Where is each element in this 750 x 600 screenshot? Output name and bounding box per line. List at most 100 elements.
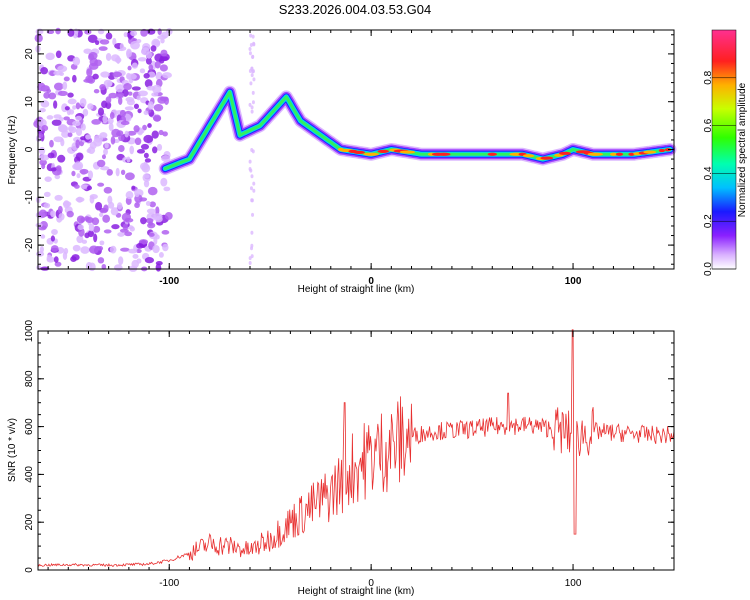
noise-blob — [106, 169, 113, 176]
snr-xtick-label: 0 — [368, 578, 374, 589]
noise-blob — [99, 39, 110, 45]
noise-blob — [41, 125, 49, 132]
noise-blob — [57, 65, 68, 73]
noise-blob — [35, 28, 44, 35]
noise-blob — [80, 246, 90, 254]
noise-blob — [78, 227, 85, 237]
noise-blob — [115, 84, 125, 93]
noise-blob — [250, 66, 254, 71]
noise-blob — [143, 110, 149, 116]
noise-blob — [75, 115, 82, 121]
noise-blob — [111, 224, 120, 230]
noise-blob — [83, 48, 92, 54]
noise-blob — [248, 256, 252, 261]
noise-blob — [249, 168, 253, 173]
noise-blob — [248, 261, 252, 266]
noise-blob — [130, 30, 138, 37]
noise-blob — [150, 45, 157, 52]
noise-blob — [123, 83, 132, 91]
colorbar: 0.0 0.2 0.4 0.6 0.8 Normalized spectral ampl… — [703, 29, 748, 276]
noise-blob — [110, 207, 119, 216]
noise-blob — [251, 100, 255, 105]
noise-blob — [120, 247, 130, 252]
noise-blob — [118, 144, 125, 153]
colorbar-tick-label: 0.2 — [703, 214, 714, 228]
noise-blob — [139, 68, 146, 74]
noise-blob — [82, 108, 89, 117]
noise-blob — [248, 47, 252, 52]
noise-blob — [91, 119, 102, 125]
noise-blob — [146, 85, 156, 91]
noise-blob — [144, 79, 153, 88]
noise-blob — [124, 231, 133, 237]
noise-blob — [71, 170, 76, 177]
noise-blob — [147, 101, 154, 110]
noise-blob — [75, 139, 80, 149]
noise-blob — [80, 184, 89, 189]
noise-blob — [68, 109, 75, 115]
colorbar-tick-label: 0.0 — [703, 262, 714, 276]
noise-blob — [89, 141, 97, 150]
noise-blob — [46, 88, 52, 94]
noise-blob — [75, 196, 85, 203]
noise-blob — [162, 72, 172, 79]
noise-blob — [131, 86, 141, 91]
noise-blob — [87, 230, 95, 238]
noise-blob — [72, 74, 77, 83]
noise-blob — [250, 73, 254, 78]
noise-blob — [250, 198, 254, 203]
noise-blob — [75, 127, 83, 136]
noise-blob — [133, 103, 140, 109]
colorbar-label: Normalized spectral amplitude — [737, 82, 748, 217]
noise-blob — [85, 134, 92, 140]
noise-blob — [144, 158, 152, 163]
noise-blob — [39, 220, 48, 230]
noise-blob — [63, 247, 69, 255]
noise-blob — [71, 254, 80, 261]
noise-blob — [97, 182, 105, 187]
noise-blob — [248, 159, 252, 164]
noise-blob — [51, 229, 58, 235]
ridge-hotspot — [377, 149, 390, 154]
noise-blob — [53, 256, 59, 263]
colorbar-tick-label: 0.6 — [703, 118, 714, 132]
noise-blob — [105, 32, 113, 40]
noise-blob — [39, 245, 44, 253]
noise-blob — [250, 105, 254, 110]
noise-blob — [154, 215, 163, 223]
ridge-hotspot — [540, 156, 554, 160]
noise-blob — [50, 245, 59, 252]
noise-blob — [158, 251, 164, 258]
noise-blob — [87, 170, 94, 180]
noise-blob — [96, 159, 106, 168]
noise-blob — [72, 105, 77, 110]
noise-blob — [58, 125, 69, 133]
noise-blob — [252, 77, 256, 82]
noise-blob — [118, 256, 124, 266]
snr-content — [37, 329, 675, 567]
ridge-hotspot — [399, 150, 416, 154]
spectrogram-content — [33, 27, 677, 272]
noise-blob — [53, 100, 58, 109]
noise-blob — [76, 235, 84, 244]
noise-blob — [75, 102, 81, 110]
noise-blob — [72, 244, 81, 252]
noise-blob — [136, 248, 142, 254]
noise-blob — [107, 195, 113, 204]
noise-blob — [145, 200, 151, 206]
noise-blob — [77, 224, 84, 230]
noise-blob — [145, 57, 152, 65]
ridge-hotspot — [487, 152, 497, 156]
noise-blob — [79, 97, 87, 107]
noise-blob — [251, 212, 255, 217]
ridge-hotspot — [587, 152, 603, 156]
noise-blob — [124, 106, 134, 111]
noise-blob — [144, 174, 150, 179]
noise-blob — [129, 226, 135, 232]
colorbar-tick-label: 0.8 — [703, 70, 714, 84]
noise-blob — [103, 229, 112, 234]
ridge-hotspot — [615, 152, 624, 156]
spectrogram-xtick-label: 0 — [368, 276, 374, 287]
